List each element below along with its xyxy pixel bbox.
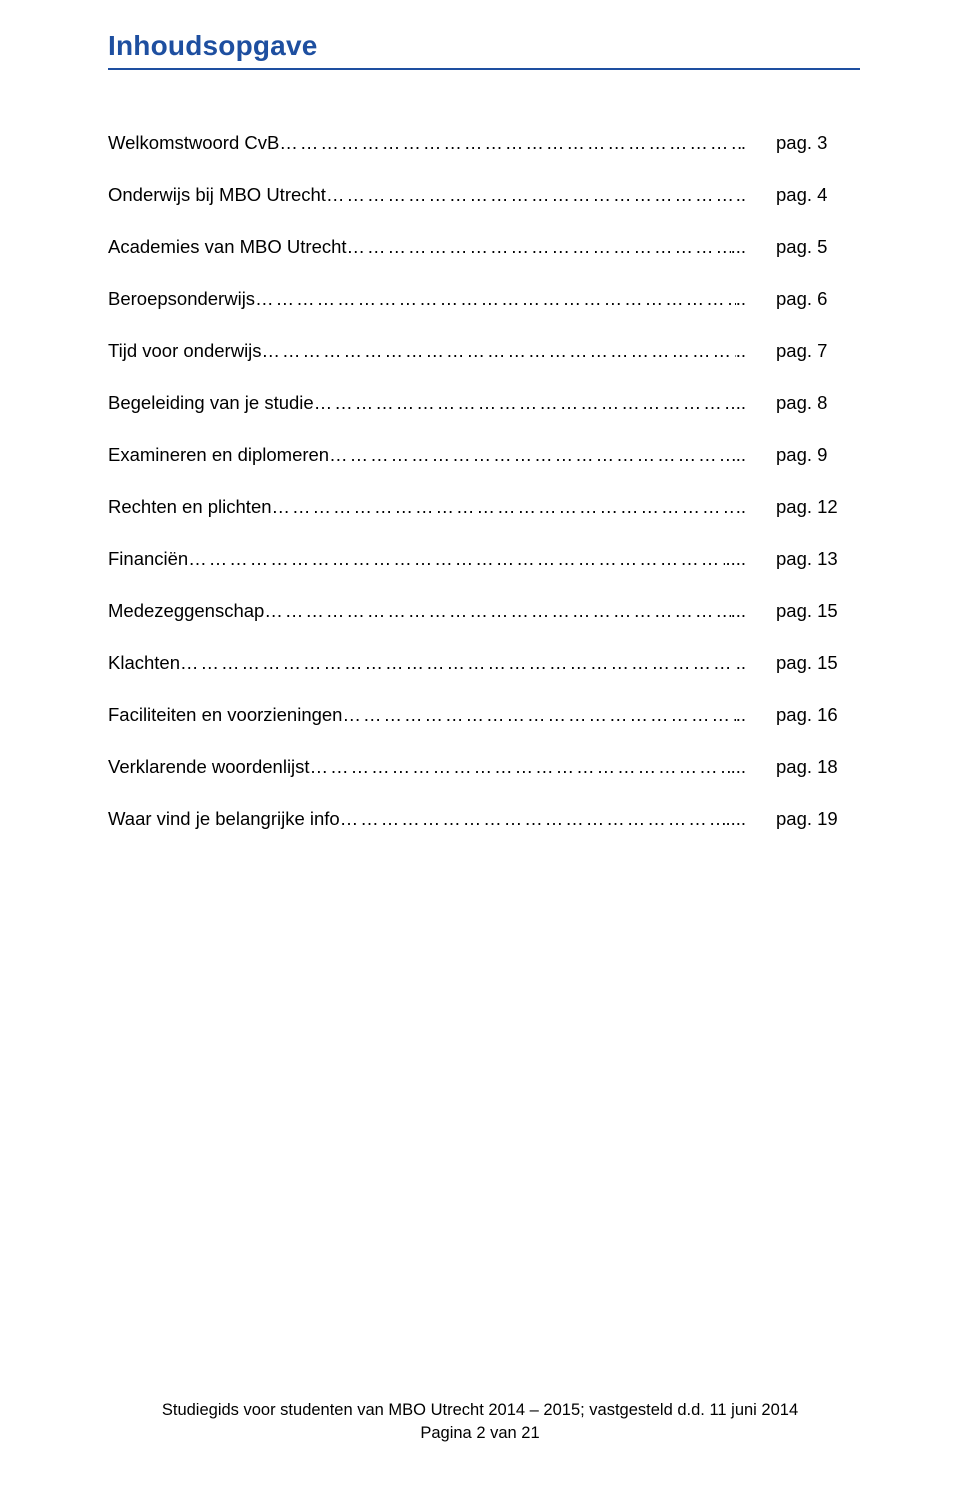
page-footer: Studiegids voor studenten van MBO Utrech… (0, 1399, 960, 1444)
toc-entry-page: pag. 6 (776, 288, 860, 310)
toc-row: Begeleiding van je studie..pag. 8 (108, 392, 860, 414)
toc-leader-dots (326, 184, 736, 206)
toc-entry-label: Academies van MBO Utrecht (108, 236, 347, 258)
toc-row: Waar vind je belangrijke info....pag. 19 (108, 808, 860, 830)
toc-entry-label: Begeleiding van je studie (108, 392, 314, 414)
toc-entry-page: pag. 15 (776, 600, 860, 622)
toc-entry-suffix: .. (736, 288, 776, 310)
toc-entry-suffix: .. (736, 184, 776, 206)
toc-leader-dots (279, 132, 741, 154)
toc-leader-dots (314, 392, 736, 414)
toc-leader-dots (262, 340, 736, 362)
toc-row: Tijd voor onderwijs..pag. 7 (108, 340, 860, 362)
toc-row: Onderwijs bij MBO Utrecht..pag. 4 (108, 184, 860, 206)
toc-entry-label: Medezeggenschap (108, 600, 264, 622)
toc-entry-page: pag. 13 (776, 548, 860, 570)
toc-row: Faciliteiten en voorzieningen..pag. 16 (108, 704, 860, 726)
toc-leader-dots (180, 652, 736, 674)
toc-leader-dots (329, 444, 736, 466)
toc-entry-page: pag. 12 (776, 496, 860, 518)
toc-row: Beroepsonderwijs..pag. 6 (108, 288, 860, 310)
footer-line-1: Studiegids voor studenten van MBO Utrech… (0, 1399, 960, 1421)
toc-leader-dots (255, 288, 736, 310)
footer-line-2: Pagina 2 van 21 (0, 1422, 960, 1444)
toc-entry-label: Faciliteiten en voorzieningen (108, 704, 342, 726)
toc-entry-suffix: ... (731, 236, 776, 258)
toc-entry-suffix: .. (736, 340, 776, 362)
toc-entry-page: pag. 8 (776, 392, 860, 414)
toc-entry-suffix: .. (736, 652, 776, 674)
toc-entry-page: pag. 7 (776, 340, 860, 362)
toc-entry-label: Beroepsonderwijs (108, 288, 255, 310)
toc-entry-suffix: ... (731, 600, 776, 622)
toc-leader-dots (342, 704, 735, 726)
page: Inhoudsopgave Welkomstwoord CvB.pag. 3 On… (0, 0, 960, 1496)
toc-entry-suffix: .. (736, 392, 776, 414)
toc-entry-suffix: . (741, 132, 776, 154)
toc-row: Academies van MBO Utrecht...pag. 5 (108, 236, 860, 258)
toc-entry-page: pag. 16 (776, 704, 860, 726)
toc-entry-suffix: .... (725, 808, 776, 830)
toc-row: Financiën....pag. 13 (108, 548, 860, 570)
toc-entry-label: Financiën (108, 548, 188, 570)
toc-entry-label: Examineren en diplomeren (108, 444, 329, 466)
toc-leader-dots (272, 496, 736, 518)
toc-entry-label: Tijd voor onderwijs (108, 340, 262, 362)
toc-entry-label: Klachten (108, 652, 180, 674)
toc-entry-page: pag. 3 (776, 132, 860, 154)
toc-entry-page: pag. 9 (776, 444, 860, 466)
toc-leader-dots (340, 808, 726, 830)
toc-leader-dots (264, 600, 730, 622)
toc-entry-suffix: .... (725, 548, 776, 570)
toc-entry-suffix: .. (736, 704, 776, 726)
toc-entry-label: Welkomstwoord CvB (108, 132, 279, 154)
toc-entry-suffix: .. (736, 444, 776, 466)
toc-leader-dots (188, 548, 725, 570)
toc-entry-label: Onderwijs bij MBO Utrecht (108, 184, 326, 206)
toc-leader-dots (310, 756, 731, 778)
toc-row: Klachten..pag. 15 (108, 652, 860, 674)
toc-row: Rechten en plichten..pag. 12 (108, 496, 860, 518)
toc-entry-page: pag. 19 (776, 808, 860, 830)
table-of-contents: Welkomstwoord CvB.pag. 3 Onderwijs bij MB… (108, 132, 860, 830)
toc-entry-page: pag. 15 (776, 652, 860, 674)
toc-entry-page: pag. 4 (776, 184, 860, 206)
page-title: Inhoudsopgave (108, 30, 860, 62)
title-block: Inhoudsopgave (108, 30, 860, 70)
toc-entry-suffix: ... (731, 756, 776, 778)
toc-entry-suffix: .. (736, 496, 776, 518)
toc-entry-page: pag. 5 (776, 236, 860, 258)
toc-entry-label: Verklarende woordenlijst (108, 756, 310, 778)
toc-row: Welkomstwoord CvB.pag. 3 (108, 132, 860, 154)
toc-leader-dots (347, 236, 731, 258)
toc-row: Examineren en diplomeren..pag. 9 (108, 444, 860, 466)
toc-row: Medezeggenschap...pag. 15 (108, 600, 860, 622)
toc-entry-label: Waar vind je belangrijke info (108, 808, 340, 830)
toc-entry-page: pag. 18 (776, 756, 860, 778)
toc-row: Verklarende woordenlijst...pag. 18 (108, 756, 860, 778)
toc-entry-label: Rechten en plichten (108, 496, 272, 518)
